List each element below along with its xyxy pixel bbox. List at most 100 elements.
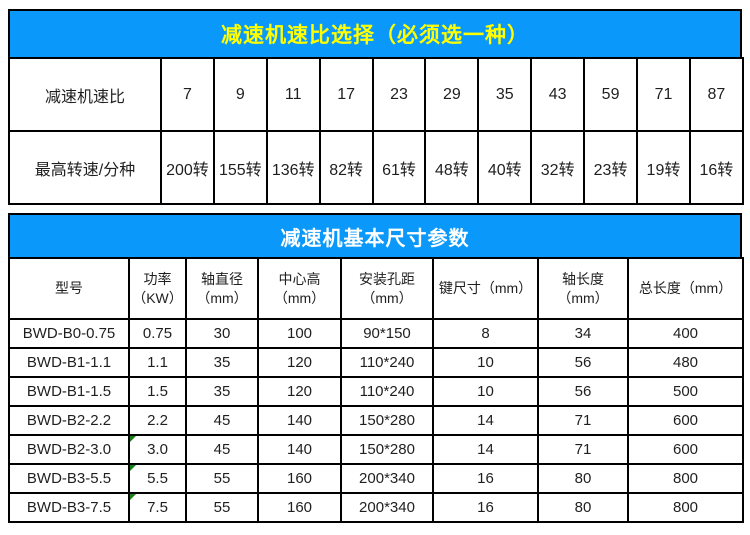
mounting-hole-cell: 110*240 [340,347,434,378]
table-row: BWD-B1-1.5 1.5 35 120 110*240 10 56 500 [8,376,744,407]
column-header: 轴长度（mm） [537,257,629,320]
power-cell: 2.2 [128,405,187,436]
mounting-hole-cell: 90*150 [340,318,434,349]
mounting-hole-cell: 200*340 [340,492,434,523]
key-size-cell: 8 [432,318,539,349]
speed-ratio-value: 59 [583,57,639,132]
dimensions-header-row: 型号 功率（KW） 轴直径（mm） 中心高（mm） 安装孔距（mm） 键尺寸（mm） 轴长度… [8,257,744,320]
shaft-length-cell: 80 [537,492,629,523]
reducer-spec-sheet: 减速机速比选择（必须选一种） 减速机速比 7 9 11 17 23 29 35 43 59 71 87… [8,9,744,523]
shaft-length-cell: 34 [537,318,629,349]
column-header: 中心高（mm） [257,257,342,320]
model-cell: BWD-B2-3.0 [8,434,130,465]
key-size-cell: 16 [432,463,539,494]
dimensions-section-title: 减速机基本尺寸参数 [8,213,742,259]
power-cell: 0.75 [128,318,187,349]
max-rpm-value: 82转 [318,130,374,205]
column-header: 型号 [8,257,130,320]
total-length-cell: 800 [627,492,744,523]
key-size-cell: 16 [432,492,539,523]
column-header: 安装孔距（mm） [340,257,434,320]
center-height-cell: 160 [257,492,342,523]
table-row: BWD-B1-1.1 1.1 35 120 110*240 10 56 480 [8,347,744,378]
power-cell: 1.5 [128,376,187,407]
model-cell: BWD-B1-1.5 [8,376,130,407]
speed-ratio-value: 9 [212,57,268,132]
shaft-length-cell: 56 [537,376,629,407]
shaft-diameter-cell: 30 [185,318,259,349]
total-length-cell: 400 [627,318,744,349]
max-rpm-value: 32转 [530,130,586,205]
speed-ratio-value: 29 [424,57,480,132]
mounting-hole-cell: 150*280 [340,405,434,436]
power-cell: 1.1 [128,347,187,378]
key-size-cell: 14 [432,405,539,436]
max-rpm-value: 136转 [265,130,321,205]
speed-ratio-value: 7 [160,57,215,132]
shaft-length-cell: 80 [537,463,629,494]
power-cell-flagged: 5.5 [128,463,187,494]
max-rpm-value: 61转 [371,130,427,205]
column-header: 轴直径（mm） [185,257,259,320]
max-rpm-value: 16转 [688,130,744,205]
model-cell: BWD-B3-7.5 [8,492,130,523]
speed-ratio-value: 43 [530,57,586,132]
total-length-cell: 480 [627,347,744,378]
center-height-cell: 140 [257,434,342,465]
center-height-cell: 120 [257,376,342,407]
speed-ratio-value: 71 [636,57,691,132]
table-row: BWD-B2-2.2 2.2 45 140 150*280 14 71 600 [8,405,744,436]
shaft-diameter-cell: 45 [185,434,259,465]
speed-ratio-value: 35 [477,57,533,132]
shaft-length-cell: 56 [537,347,629,378]
max-rpm-value: 200转 [160,130,215,205]
model-cell: BWD-B2-2.2 [8,405,130,436]
center-height-cell: 140 [257,405,342,436]
max-rpm-value: 40转 [477,130,533,205]
table-row: BWD-B2-3.0 3.0 45 140 150*280 14 71 600 [8,434,744,465]
shaft-diameter-cell: 35 [185,347,259,378]
key-size-cell: 14 [432,434,539,465]
model-cell: BWD-B3-5.5 [8,463,130,494]
max-rpm-value: 155转 [212,130,268,205]
total-length-cell: 600 [627,434,744,465]
power-cell-flagged: 3.0 [128,434,187,465]
key-size-cell: 10 [432,376,539,407]
model-cell: BWD-B1-1.1 [8,347,130,378]
center-height-cell: 100 [257,318,342,349]
table-row: 最高转速/分种 200转 155转 136转 82转 61转 48转 40转 32转 23转 19转… [8,130,744,205]
max-rpm-row-label: 最高转速/分种 [8,130,162,205]
dimensions-section-title-text: 减速机基本尺寸参数 [280,227,470,250]
shaft-length-cell: 71 [537,405,629,436]
max-rpm-value: 23转 [583,130,639,205]
max-rpm-value: 19转 [636,130,691,205]
column-header: 键尺寸（mm） [432,257,539,320]
speed-ratio-value: 23 [371,57,427,132]
table-row: 减速机速比 7 9 11 17 23 29 35 43 59 71 87 [8,57,744,132]
speed-ratio-section-title: 减速机速比选择（必须选一种） [8,9,742,59]
speed-ratio-value: 87 [688,57,744,132]
shaft-diameter-cell: 55 [185,463,259,494]
column-header: 总长度（mm） [627,257,744,320]
dimensions-table: 型号 功率（KW） 轴直径（mm） 中心高（mm） 安装孔距（mm） 键尺寸（mm） 轴长度… [8,257,744,523]
max-rpm-value: 48转 [424,130,480,205]
center-height-cell: 120 [257,347,342,378]
column-header: 功率（KW） [128,257,187,320]
model-cell: BWD-B0-0.75 [8,318,130,349]
mounting-hole-cell: 150*280 [340,434,434,465]
total-length-cell: 600 [627,405,744,436]
total-length-cell: 500 [627,376,744,407]
table-row: BWD-B0-0.75 0.75 30 100 90*150 8 34 400 [8,318,744,349]
mounting-hole-cell: 200*340 [340,463,434,494]
mounting-hole-cell: 110*240 [340,376,434,407]
shaft-diameter-cell: 35 [185,376,259,407]
shaft-diameter-cell: 45 [185,405,259,436]
shaft-length-cell: 71 [537,434,629,465]
speed-ratio-value: 11 [265,57,321,132]
key-size-cell: 10 [432,347,539,378]
total-length-cell: 800 [627,463,744,494]
speed-ratio-row-label: 减速机速比 [8,57,162,132]
center-height-cell: 160 [257,463,342,494]
shaft-diameter-cell: 55 [185,492,259,523]
power-cell-flagged: 7.5 [128,492,187,523]
